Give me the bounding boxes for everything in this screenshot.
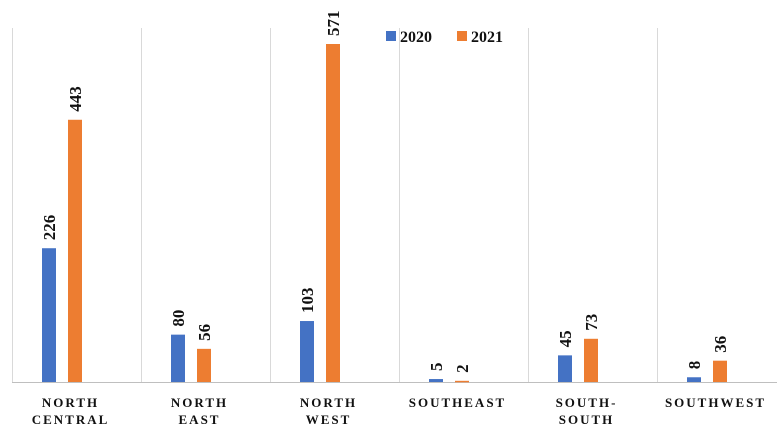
bar-2021-5 <box>713 360 727 382</box>
bars-group <box>42 44 727 383</box>
bar-2020-1 <box>171 334 185 382</box>
category-label: SOUTHEAST <box>409 395 506 410</box>
bar-2020-4 <box>558 355 572 382</box>
category-label: SOUTH <box>559 412 615 427</box>
bar-2020-2 <box>300 321 314 382</box>
data-label-2020-4: 45 <box>556 330 575 347</box>
legend: 2020 2021 <box>386 29 503 46</box>
value-labels-group: 226 443 80 56 103 571 5 2 45 73 8 36 <box>40 11 730 373</box>
category-label: SOUTH- <box>556 395 618 410</box>
data-label-2021-0: 443 <box>66 86 85 112</box>
data-label-2021-5: 36 <box>711 336 730 353</box>
category-separators <box>12 28 658 382</box>
data-label-2020-3: 5 <box>427 363 446 372</box>
legend-label-2021: 2021 <box>471 29 503 46</box>
category-labels-group: NORTH CENTRAL NORTH EAST NORTH WEST SOUTHEAST S… <box>32 395 766 427</box>
bar-2021-2 <box>326 44 340 382</box>
data-label-2021-1: 56 <box>195 324 214 341</box>
data-label-2020-0: 226 <box>40 215 59 241</box>
bar-2021-1 <box>197 348 211 382</box>
data-label-2020-2: 103 <box>298 288 317 314</box>
category-label: NORTH <box>171 395 228 410</box>
category-label: SOUTHWEST <box>665 395 766 410</box>
legend-swatch-2020 <box>386 31 396 41</box>
data-label-2021-4: 73 <box>582 314 601 331</box>
category-label: WEST <box>306 412 352 427</box>
category-label: EAST <box>179 412 221 427</box>
category-label: CENTRAL <box>32 412 110 427</box>
bar-2020-3 <box>429 379 443 382</box>
category-label: NORTH <box>300 395 357 410</box>
data-label-2020-1: 80 <box>169 310 188 327</box>
bar-2021-4 <box>584 338 598 382</box>
bar-2020-0 <box>42 248 56 382</box>
data-label-2021-3: 2 <box>453 364 472 373</box>
legend-swatch-2021 <box>457 31 467 41</box>
category-label: NORTH <box>42 395 99 410</box>
bar-2021-0 <box>68 119 82 382</box>
legend-label-2020: 2020 <box>400 29 432 46</box>
bar-2020-5 <box>687 377 701 382</box>
data-label-2020-5: 8 <box>685 361 704 370</box>
data-label-2021-2: 571 <box>324 11 343 37</box>
bar-2021-3 <box>455 380 469 383</box>
